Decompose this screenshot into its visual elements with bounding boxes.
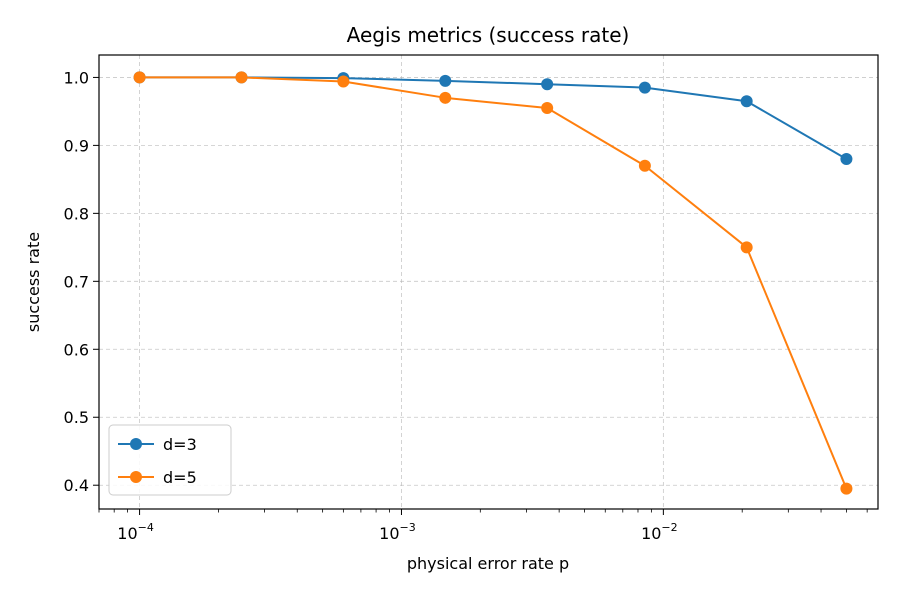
legend-label-d5: d=5 — [163, 468, 197, 487]
data-point-d=3 — [740, 95, 753, 108]
legend-marker-d5 — [130, 471, 142, 483]
data-point-d=3 — [638, 81, 651, 94]
data-point-d=3 — [840, 152, 853, 165]
legend: d=3 d=5 — [108, 424, 232, 496]
chart-title: Aegis metrics (success rate) — [347, 23, 630, 47]
y-tick-label: 1.0 — [64, 68, 89, 87]
data-point-d=5 — [740, 241, 753, 254]
y-tick-label: 0.6 — [64, 340, 89, 359]
x-tick-label: 10−3 — [379, 521, 416, 543]
data-point-d=5 — [638, 159, 651, 172]
legend-marker-d3 — [130, 438, 142, 450]
data-point-d=5 — [235, 71, 248, 84]
y-axis-label: success rate — [24, 232, 43, 332]
x-axis-label: physical error rate p — [407, 554, 569, 573]
series-line-d=5 — [139, 76, 848, 489]
y-tick-label: 0.8 — [64, 204, 89, 223]
y-tick-label: 0.9 — [64, 136, 89, 155]
plot-frame — [98, 54, 879, 510]
data-point-d=5 — [337, 75, 350, 88]
x-tick-label: 10−4 — [117, 521, 154, 543]
data-point-d=5 — [840, 482, 853, 495]
data-point-d=3 — [541, 78, 554, 91]
data-point-d=5 — [439, 91, 452, 104]
legend-label-d3: d=3 — [163, 435, 197, 454]
series-layer — [133, 71, 853, 495]
y-tick-label: 0.7 — [64, 272, 89, 291]
data-point-d=5 — [541, 102, 554, 115]
y-tick-label: 0.4 — [64, 476, 89, 495]
x-tick-label: 10−2 — [641, 521, 678, 543]
y-tick-label: 0.5 — [64, 408, 89, 427]
data-point-d=5 — [133, 71, 146, 84]
data-point-d=3 — [439, 74, 452, 87]
axis-ticks: 0.4 0.5 0.6 0.7 0.8 0.9 1.0 10−4 10−3 10−2 — [64, 68, 678, 543]
